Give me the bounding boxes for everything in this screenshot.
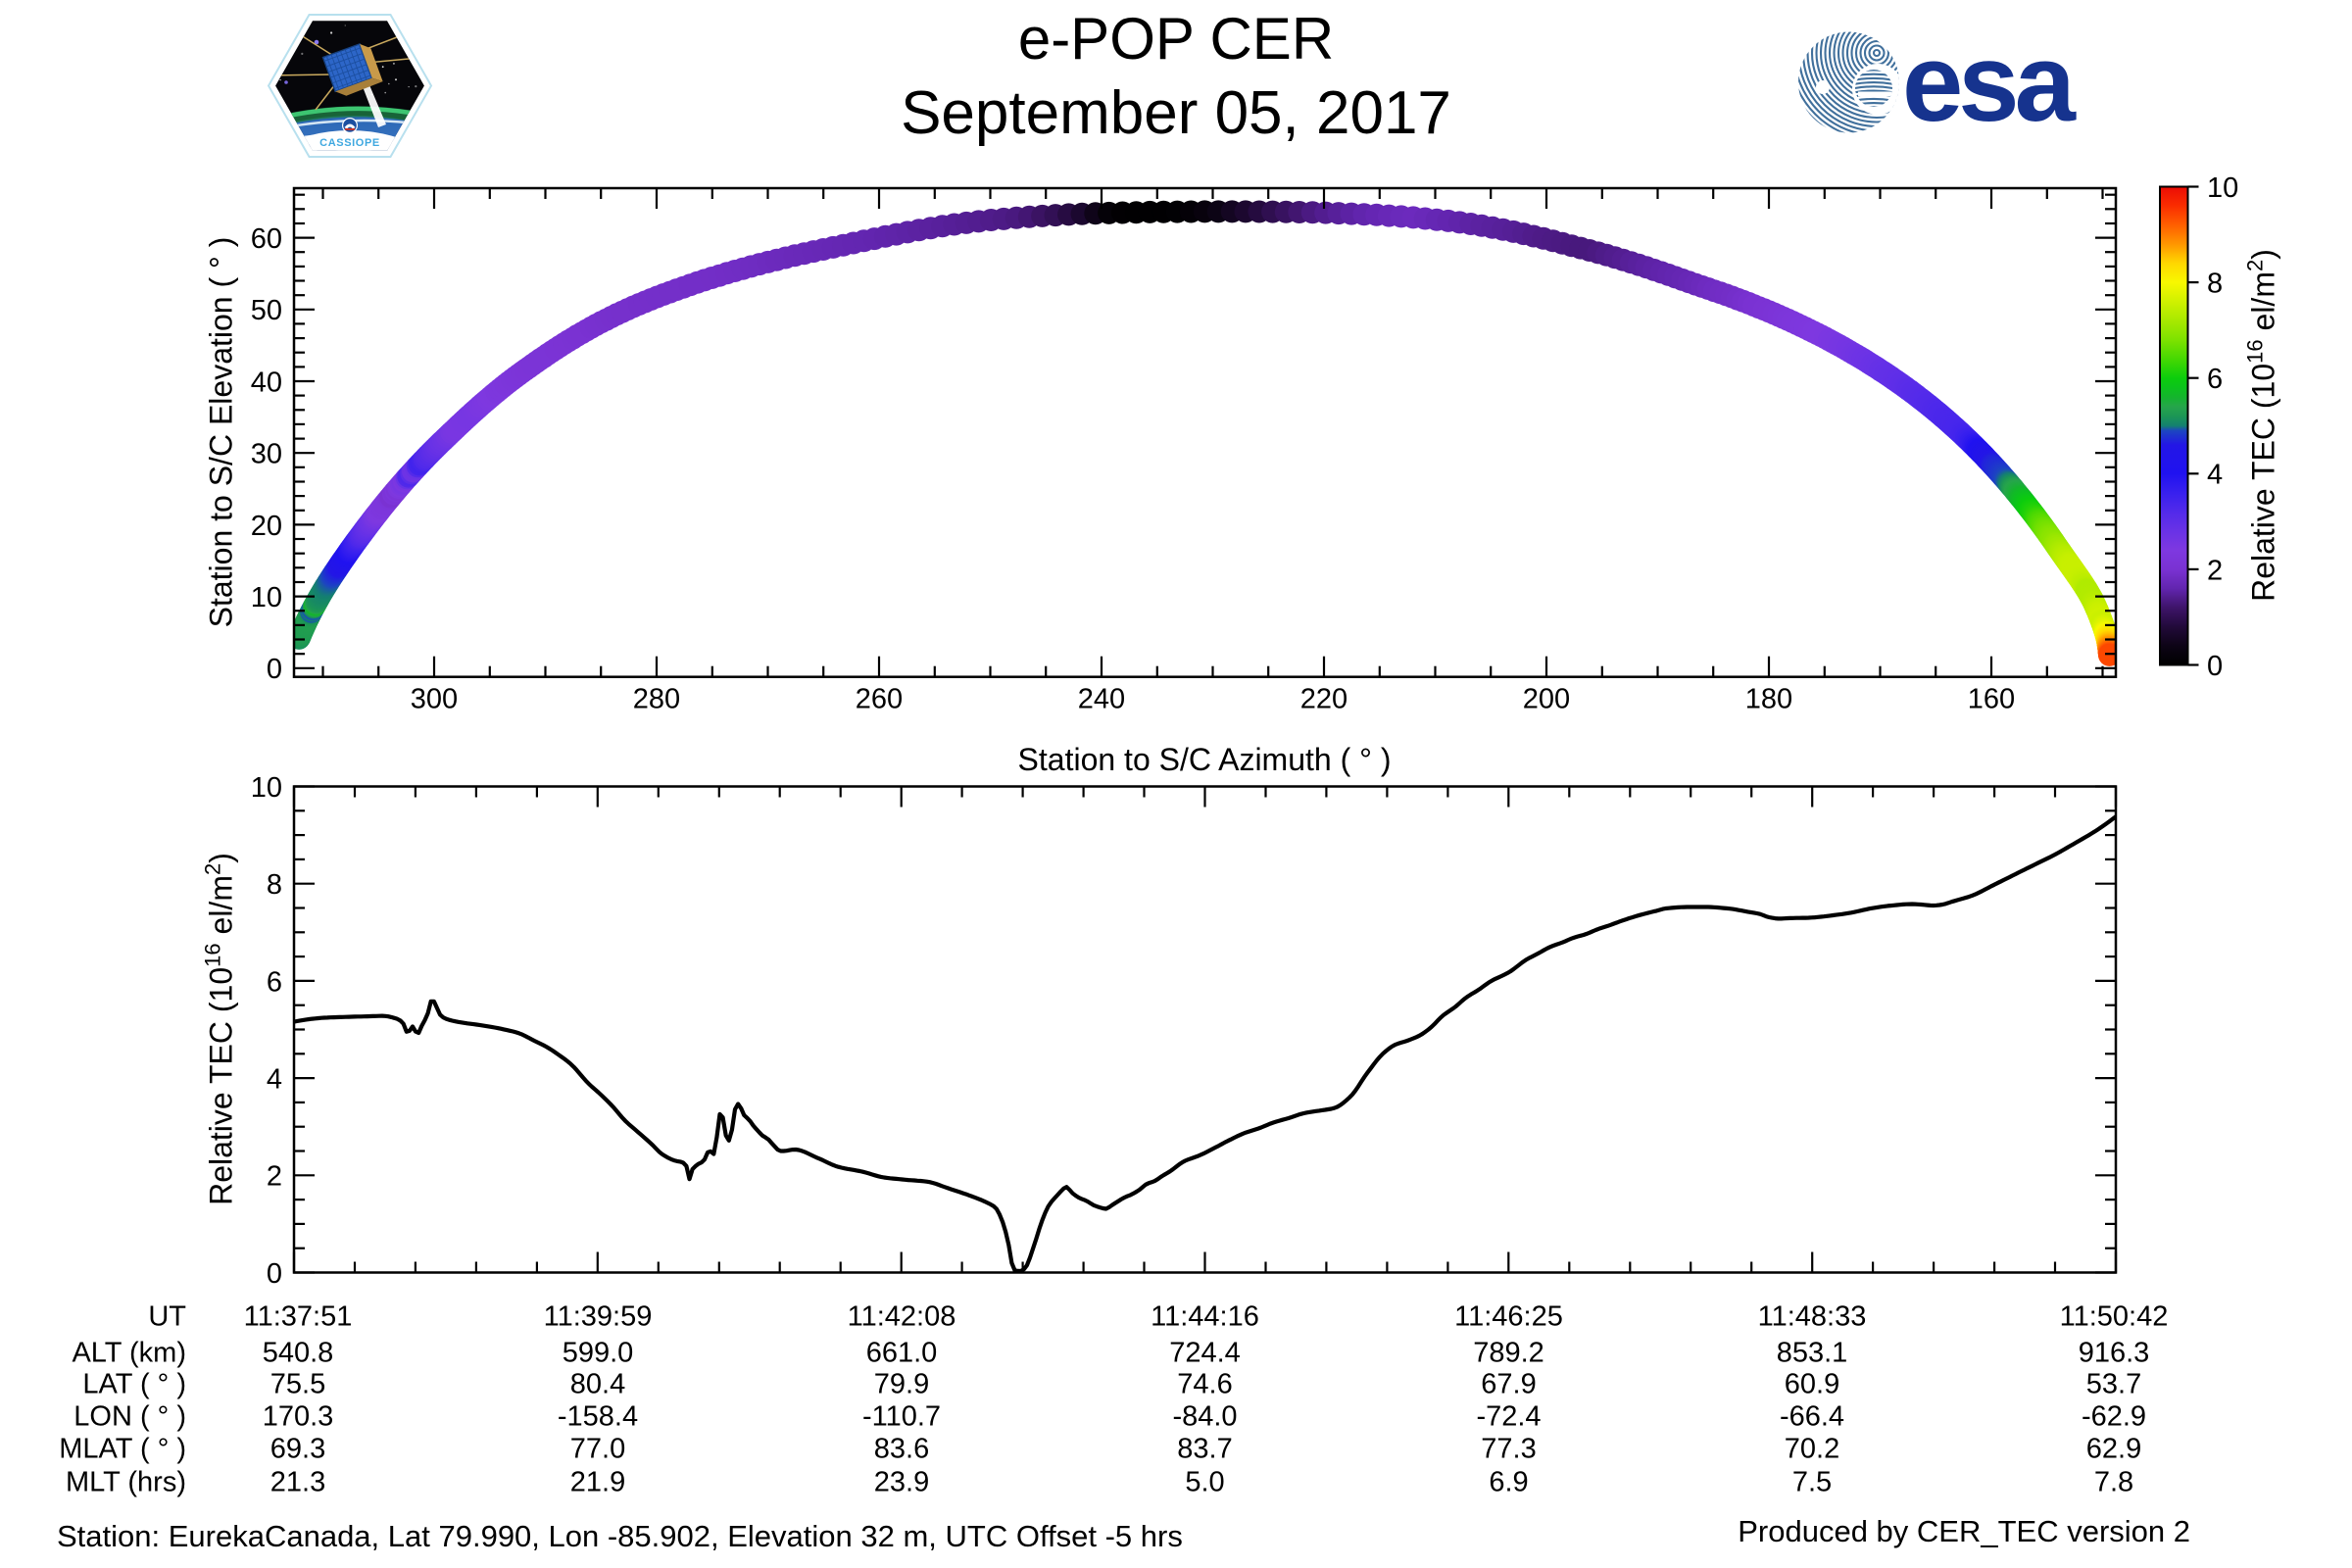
svg-text:21.3: 21.3 bbox=[270, 1466, 325, 1497]
svg-text:83.6: 83.6 bbox=[874, 1433, 929, 1464]
svg-text:5.0: 5.0 bbox=[1185, 1466, 1224, 1497]
svg-text:Relative TEC (1016 el/m2): Relative TEC (1016 el/m2) bbox=[201, 853, 239, 1205]
svg-text:e-POP CER: e-POP CER bbox=[1018, 6, 1334, 72]
svg-text:0: 0 bbox=[267, 1258, 282, 1290]
svg-text:2: 2 bbox=[2207, 555, 2223, 586]
svg-text:Produced by CER_TEC version 2: Produced by CER_TEC version 2 bbox=[1738, 1514, 2190, 1548]
svg-text:Station: EurekaCanada, Lat 79.: Station: EurekaCanada, Lat 79.990, Lon -… bbox=[57, 1519, 1183, 1553]
svg-text:60: 60 bbox=[251, 223, 282, 255]
svg-text:661.0: 661.0 bbox=[866, 1337, 938, 1368]
svg-text:75.5: 75.5 bbox=[270, 1368, 325, 1399]
svg-text:MLAT ( ° ): MLAT ( ° ) bbox=[59, 1433, 186, 1464]
svg-text:170.3: 170.3 bbox=[263, 1400, 334, 1432]
svg-text:79.9: 79.9 bbox=[874, 1368, 929, 1399]
svg-text:11:44:16: 11:44:16 bbox=[1151, 1300, 1259, 1332]
svg-text:11:50:42: 11:50:42 bbox=[2060, 1300, 2169, 1332]
svg-text:11:39:59: 11:39:59 bbox=[544, 1300, 653, 1332]
svg-text:4: 4 bbox=[2207, 460, 2223, 491]
svg-text:0: 0 bbox=[2207, 651, 2223, 682]
svg-text:10: 10 bbox=[251, 582, 282, 613]
svg-text:200: 200 bbox=[1523, 684, 1570, 715]
svg-text:11:46:25: 11:46:25 bbox=[1454, 1300, 1563, 1332]
svg-text:53.7: 53.7 bbox=[2086, 1368, 2141, 1399]
svg-text:4: 4 bbox=[267, 1064, 282, 1096]
svg-text:September 05, 2017: September 05, 2017 bbox=[901, 79, 1451, 147]
svg-text:74.6: 74.6 bbox=[1177, 1368, 1232, 1399]
svg-text:69.3: 69.3 bbox=[270, 1433, 325, 1464]
svg-text:180: 180 bbox=[1745, 684, 1792, 715]
svg-text:0: 0 bbox=[267, 654, 282, 685]
svg-text:280: 280 bbox=[633, 684, 680, 715]
svg-text:Station to S/C Azimuth ( ° ): Station to S/C Azimuth ( ° ) bbox=[1018, 742, 1392, 777]
svg-text:21.9: 21.9 bbox=[570, 1466, 625, 1497]
svg-text:-62.9: -62.9 bbox=[2082, 1400, 2146, 1432]
svg-text:240: 240 bbox=[1078, 684, 1125, 715]
svg-text:6: 6 bbox=[267, 966, 282, 998]
svg-text:260: 260 bbox=[856, 684, 903, 715]
svg-text:540.8: 540.8 bbox=[263, 1337, 334, 1368]
svg-text:CASSIOPE: CASSIOPE bbox=[319, 137, 380, 149]
svg-text:50: 50 bbox=[251, 295, 282, 326]
svg-text:67.9: 67.9 bbox=[1481, 1368, 1536, 1399]
svg-text:70.2: 70.2 bbox=[1785, 1433, 1839, 1464]
svg-text:-110.7: -110.7 bbox=[862, 1400, 941, 1432]
svg-text:-66.4: -66.4 bbox=[1780, 1400, 1844, 1432]
svg-text:Relative TEC (1016 el/m2): Relative TEC (1016 el/m2) bbox=[2243, 249, 2281, 602]
svg-text:599.0: 599.0 bbox=[563, 1337, 634, 1368]
svg-text:11:48:33: 11:48:33 bbox=[1758, 1300, 1867, 1332]
svg-text:7.8: 7.8 bbox=[2094, 1466, 2133, 1497]
svg-text:6.9: 6.9 bbox=[1489, 1466, 1528, 1497]
svg-text:Station to S/C Elevation ( ° ): Station to S/C Elevation ( ° ) bbox=[204, 237, 239, 628]
svg-text:220: 220 bbox=[1300, 684, 1348, 715]
svg-text:83.7: 83.7 bbox=[1177, 1433, 1232, 1464]
svg-text:300: 300 bbox=[411, 684, 458, 715]
svg-text:853.1: 853.1 bbox=[1777, 1337, 1848, 1368]
svg-text:60.9: 60.9 bbox=[1785, 1368, 1839, 1399]
svg-text:789.2: 789.2 bbox=[1473, 1337, 1544, 1368]
svg-text:8: 8 bbox=[267, 869, 282, 901]
svg-text:11:42:08: 11:42:08 bbox=[848, 1300, 956, 1332]
svg-text:160: 160 bbox=[1968, 684, 2015, 715]
svg-text:LON ( ° ): LON ( ° ) bbox=[74, 1400, 186, 1432]
svg-text:MLT (hrs): MLT (hrs) bbox=[66, 1466, 186, 1497]
svg-text:-158.4: -158.4 bbox=[558, 1400, 638, 1432]
svg-text:ALT (km): ALT (km) bbox=[72, 1337, 186, 1368]
svg-text:2: 2 bbox=[267, 1161, 282, 1193]
svg-text:80.4: 80.4 bbox=[570, 1368, 625, 1399]
svg-text:7.5: 7.5 bbox=[1792, 1466, 1832, 1497]
svg-text:-72.4: -72.4 bbox=[1476, 1400, 1541, 1432]
svg-text:8: 8 bbox=[2207, 269, 2223, 300]
svg-text:6: 6 bbox=[2207, 364, 2223, 395]
svg-text:esa: esa bbox=[1902, 22, 2077, 144]
svg-text:UT: UT bbox=[148, 1300, 186, 1332]
svg-text:-84.0: -84.0 bbox=[1172, 1400, 1237, 1432]
svg-text:11:37:51: 11:37:51 bbox=[244, 1300, 353, 1332]
svg-text:77.3: 77.3 bbox=[1481, 1433, 1536, 1464]
svg-text:40: 40 bbox=[251, 367, 282, 398]
svg-text:LAT ( ° ): LAT ( ° ) bbox=[82, 1368, 186, 1399]
svg-text:20: 20 bbox=[251, 511, 282, 542]
svg-text:77.0: 77.0 bbox=[570, 1433, 625, 1464]
svg-text:10: 10 bbox=[2207, 172, 2238, 204]
svg-text:724.4: 724.4 bbox=[1169, 1337, 1241, 1368]
svg-text:23.9: 23.9 bbox=[874, 1466, 929, 1497]
svg-text:30: 30 bbox=[251, 439, 282, 470]
svg-text:916.3: 916.3 bbox=[2079, 1337, 2150, 1368]
svg-text:10: 10 bbox=[251, 772, 282, 804]
svg-text:62.9: 62.9 bbox=[2086, 1433, 2141, 1464]
